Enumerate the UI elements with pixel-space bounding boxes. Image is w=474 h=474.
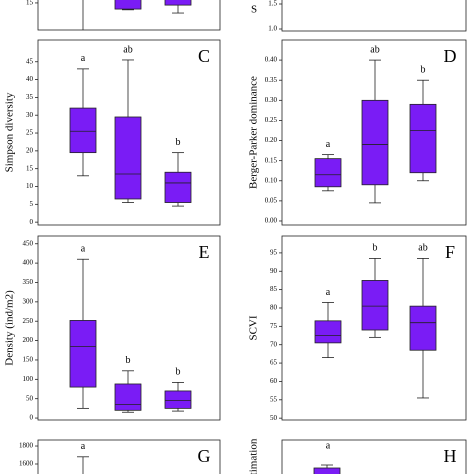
y-tick-label: 0.15 [265, 156, 278, 164]
y-tick-label: 0.40 [265, 56, 278, 64]
y-axis-label: timation [248, 438, 260, 474]
group-letter: a [326, 139, 331, 150]
panel-label: F [445, 242, 455, 262]
y-tick-label: 90 [270, 267, 278, 275]
y-axis-label: Density (ind/m2) [4, 290, 16, 366]
y-tick-label: 0.00 [265, 217, 278, 225]
panel-label: G [198, 446, 211, 466]
y-tick-label: 5 [30, 200, 34, 208]
panel-label: H [444, 446, 457, 466]
group-letter: ab [123, 44, 132, 55]
box [361, 99, 389, 186]
box [314, 158, 342, 188]
y-axis-label: S [251, 4, 257, 16]
panel-frame [37, 0, 221, 31]
y-axis-label: Simpson diversity [4, 92, 16, 172]
panel-label: E [199, 242, 210, 262]
y-tick-label: 15 [26, 164, 34, 172]
y-tick-label: 0.10 [265, 176, 278, 184]
y-tick-label: 10 [26, 182, 34, 190]
y-tick-label: 50 [26, 394, 34, 402]
panel-frame [37, 39, 221, 226]
box [409, 305, 437, 351]
y-tick-label: 0.35 [265, 76, 278, 84]
panel-frame [281, 235, 467, 421]
y-tick-label: 1.5 [268, 0, 277, 8]
group-letter: b [126, 355, 131, 366]
box [114, 116, 142, 200]
panel-label: C [198, 46, 210, 66]
y-tick-label: 1.0 [268, 25, 277, 33]
y-tick-label: 100 [23, 375, 34, 383]
panel-frame [281, 439, 467, 474]
group-letter: a [326, 287, 331, 298]
y-tick-label: 0.25 [265, 116, 278, 124]
panel-frame [281, 0, 467, 32]
y-tick-label: 70 [270, 340, 278, 348]
panels: 15 1.0 1.5 S 0 5 10 15 20 25 30 35 40 45 C Simpson dive… [4, 0, 467, 474]
group-letter: b [176, 367, 181, 378]
y-tick-label: 85 [270, 285, 278, 293]
group-letter: a [81, 244, 86, 255]
box [164, 0, 192, 6]
box [314, 320, 342, 344]
y-axis-label: Berger-Parker dominance [248, 76, 260, 189]
panel-frame [37, 235, 221, 421]
y-axis-label: SCVI [248, 315, 260, 340]
y-tick-label: 450 [23, 239, 34, 247]
y-tick-label: 60 [270, 377, 278, 385]
y-tick-label: 75 [270, 322, 278, 330]
box [114, 383, 142, 411]
box [409, 103, 437, 174]
box [164, 171, 192, 203]
group-letter: ab [418, 243, 427, 254]
y-tick-label: 25 [26, 129, 34, 137]
y-tick-label: 95 [270, 249, 278, 257]
y-tick-label: 30 [26, 111, 34, 119]
y-tick-label: 0.05 [265, 196, 278, 204]
y-tick-label: 350 [23, 278, 34, 286]
y-tick-label: 45 [26, 57, 34, 65]
y-tick-label: 15 [26, 0, 34, 7]
y-tick-label: 1800 [19, 442, 34, 450]
panel-frame [281, 39, 467, 226]
group-letter: a [81, 53, 86, 64]
panel-frame [37, 439, 221, 474]
y-tick-label: 80 [270, 304, 278, 312]
y-tick-label: 300 [23, 297, 34, 305]
group-letter: ab [370, 44, 379, 55]
y-tick-label: 50 [270, 414, 278, 422]
y-tick-label: 0 [30, 414, 34, 422]
y-tick-label: 35 [26, 93, 34, 101]
y-tick-label: 65 [270, 359, 278, 367]
y-tick-label: 400 [23, 259, 34, 267]
box [164, 390, 192, 409]
y-tick-label: 150 [23, 356, 34, 364]
group-letter: b [176, 137, 181, 148]
y-tick-label: 0 [30, 218, 34, 226]
y-tick-label: 1600 [19, 460, 34, 468]
box-fragment [313, 467, 341, 474]
box [69, 320, 97, 388]
box [361, 280, 389, 331]
group-letter: b [373, 243, 378, 254]
panel-label: D [444, 46, 457, 66]
y-tick-label: 40 [26, 75, 34, 83]
y-tick-label: 0.20 [265, 136, 278, 144]
y-tick-label: 200 [23, 336, 34, 344]
y-tick-label: 55 [270, 395, 278, 403]
y-tick-label: 0.30 [265, 96, 278, 104]
box [69, 107, 97, 154]
box [114, 0, 142, 10]
group-letter: b [421, 65, 426, 76]
group-letter: a [326, 440, 331, 451]
y-tick-label: 250 [23, 317, 34, 325]
y-tick-label: 20 [26, 146, 34, 154]
group-letter: a [81, 441, 86, 452]
